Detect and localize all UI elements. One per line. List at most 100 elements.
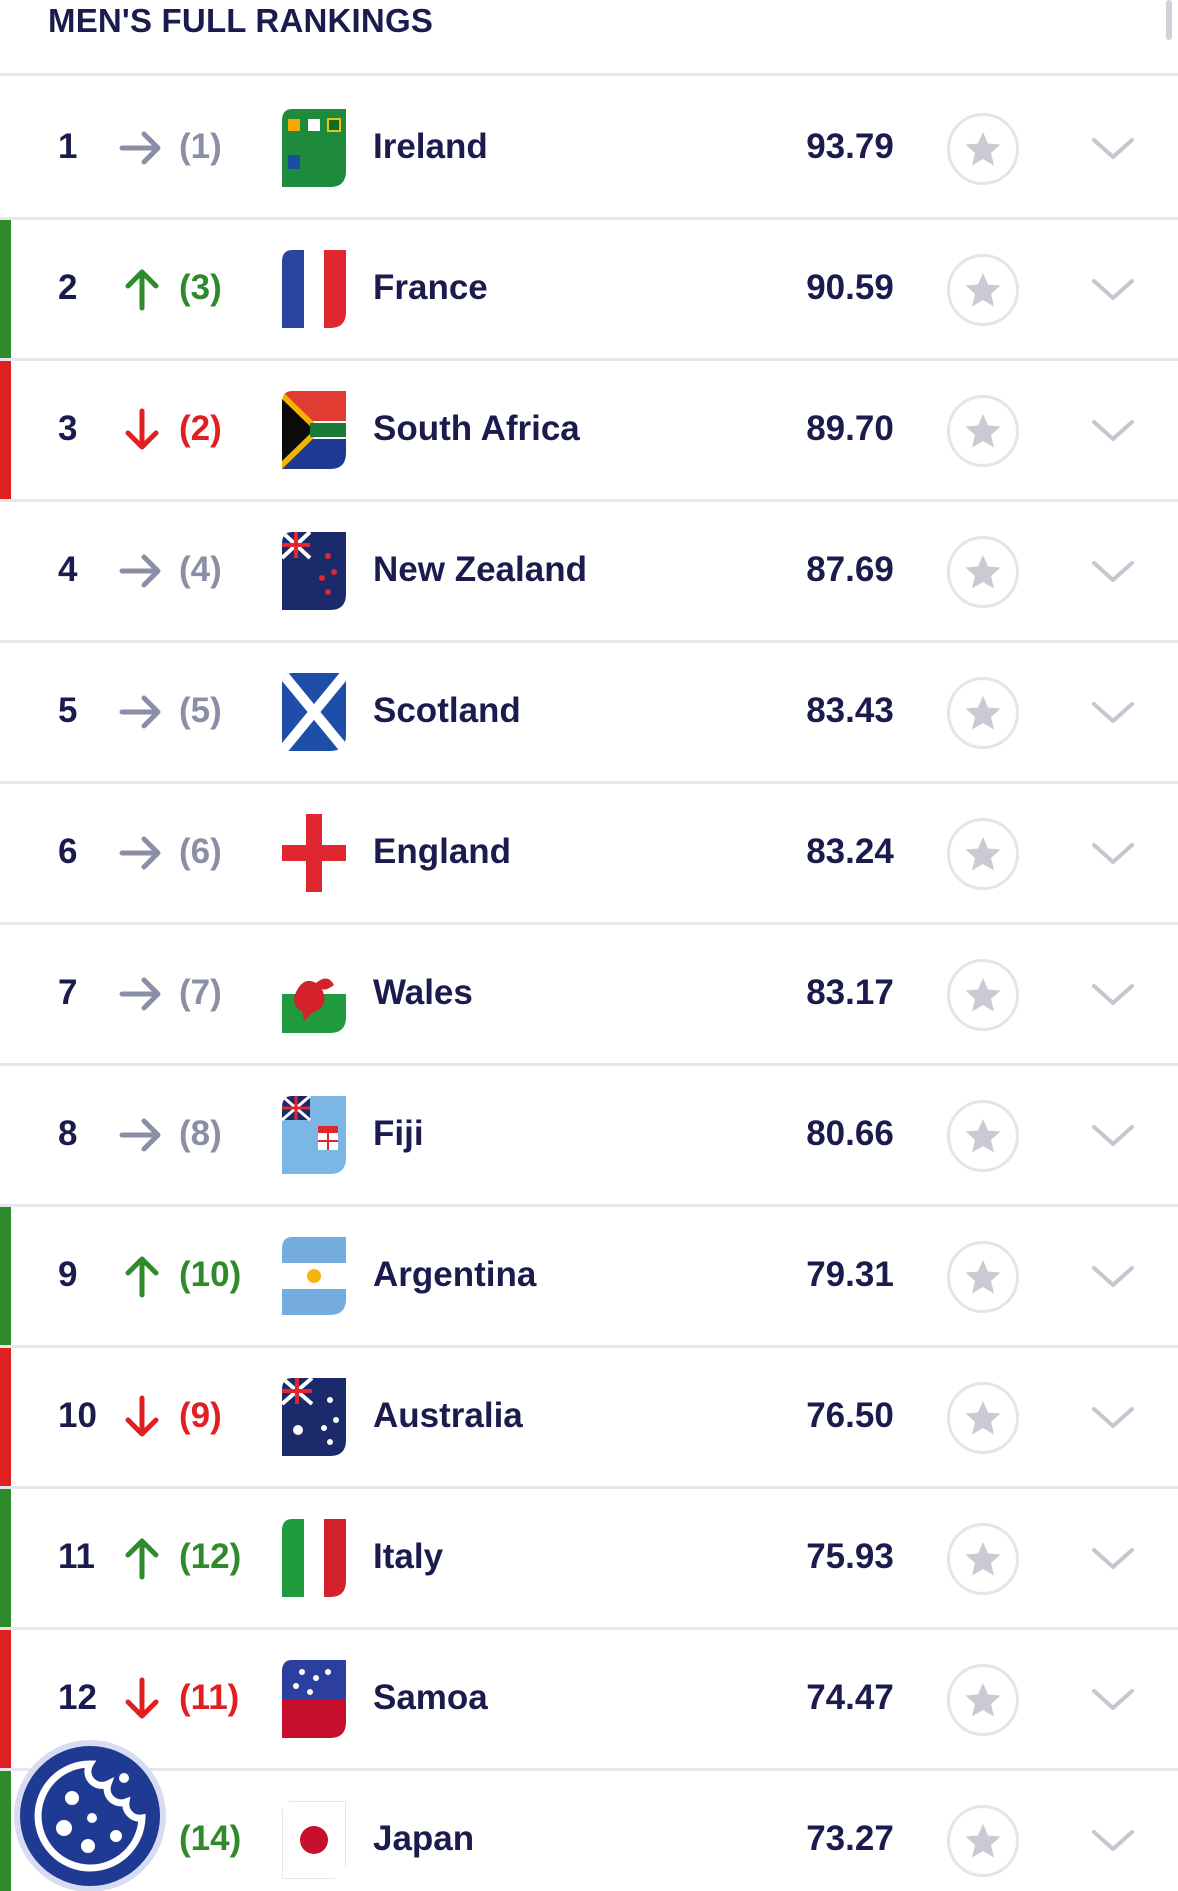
cookie-settings-button[interactable]	[14, 1740, 166, 1891]
chevron-down-icon[interactable]	[1090, 1263, 1136, 1291]
chevron-down-icon[interactable]	[1090, 558, 1136, 586]
favourite-button[interactable]	[947, 113, 1019, 185]
rank-position: 12	[58, 1678, 97, 1717]
rating-points: 87.69	[806, 550, 894, 589]
ranking-row[interactable]: 8 (8) Fiji 80.66	[0, 1066, 1178, 1207]
favourite-button[interactable]	[947, 1100, 1019, 1172]
favourite-button[interactable]	[947, 818, 1019, 890]
chevron-down-icon[interactable]	[1090, 417, 1136, 445]
ranking-row[interactable]: 12 (11) Samoa 74.47	[0, 1630, 1178, 1771]
ranking-row[interactable]: (14) Japan 73.27	[0, 1771, 1178, 1891]
rating-points: 83.17	[806, 973, 894, 1012]
movement-marker	[0, 1207, 11, 1345]
rating-points: 80.66	[806, 1114, 894, 1153]
rating-points: 89.70	[806, 409, 894, 448]
movement-marker	[0, 784, 11, 922]
rank-position: 10	[58, 1396, 97, 1435]
team-name[interactable]: France	[373, 268, 488, 307]
movement-marker	[0, 643, 11, 781]
page-header: MEN'S FULL RANKINGS	[0, 0, 1178, 76]
rank-position: 3	[58, 409, 78, 448]
chevron-down-icon[interactable]	[1090, 1404, 1136, 1432]
favourite-button[interactable]	[947, 1664, 1019, 1736]
star-icon	[965, 1119, 1001, 1153]
ranking-row[interactable]: 11 (12) Italy 75.93	[0, 1489, 1178, 1630]
rank-position: 5	[58, 691, 78, 730]
previous-rank: (5)	[179, 691, 222, 730]
arrow-down-icon	[125, 408, 159, 450]
team-name[interactable]: Australia	[373, 1396, 523, 1435]
arrow-down-icon	[125, 1677, 159, 1719]
team-name[interactable]: South Africa	[373, 409, 580, 448]
rank-position: 1	[58, 127, 78, 166]
movement-marker	[0, 220, 11, 358]
arrow-right-icon	[119, 131, 161, 165]
arrow-right-icon	[119, 695, 161, 729]
japan-flag-icon	[282, 1801, 346, 1879]
rank-position: 6	[58, 832, 78, 871]
favourite-button[interactable]	[947, 1805, 1019, 1877]
previous-rank: (7)	[179, 973, 222, 1012]
chevron-down-icon[interactable]	[1090, 1545, 1136, 1573]
team-name[interactable]: Italy	[373, 1537, 444, 1576]
ranking-row[interactable]: 3 (2) South Africa 89.70	[0, 361, 1178, 502]
favourite-button[interactable]	[947, 677, 1019, 749]
chevron-down-icon[interactable]	[1090, 1827, 1136, 1855]
favourite-button[interactable]	[947, 1523, 1019, 1595]
previous-rank: (11)	[179, 1678, 240, 1717]
favourite-button[interactable]	[947, 536, 1019, 608]
rank-position: 4	[58, 550, 78, 589]
previous-rank: (4)	[179, 550, 222, 589]
team-name[interactable]: Japan	[373, 1819, 475, 1858]
favourite-button[interactable]	[947, 1382, 1019, 1454]
ranking-row[interactable]: 6 (6) England 83.24	[0, 784, 1178, 925]
ranking-row[interactable]: 4 (4) New Zealand 87.69	[0, 502, 1178, 643]
australia-flag-icon	[282, 1378, 346, 1456]
chevron-down-icon[interactable]	[1090, 840, 1136, 868]
ireland-flag-icon	[282, 109, 346, 187]
rankings-table: 1 (1) Ireland 93.79 2 (3) France 90.59 3 (2) South…	[0, 79, 1178, 1891]
rating-points: 83.43	[806, 691, 894, 730]
team-name[interactable]: Argentina	[373, 1255, 537, 1294]
team-name[interactable]: England	[373, 832, 512, 871]
ranking-row[interactable]: 2 (3) France 90.59	[0, 220, 1178, 361]
star-icon	[965, 414, 1001, 448]
arrow-right-icon	[119, 554, 161, 588]
arrow-right-icon	[119, 977, 161, 1011]
team-name[interactable]: Wales	[373, 973, 473, 1012]
ranking-row[interactable]: 5 (5) Scotland 83.43	[0, 643, 1178, 784]
scrollbar[interactable]	[1166, 0, 1172, 40]
ranking-row[interactable]: 10 (9) Australia 76.50	[0, 1348, 1178, 1489]
team-name[interactable]: Scotland	[373, 691, 521, 730]
chevron-down-icon[interactable]	[1090, 276, 1136, 304]
chevron-down-icon[interactable]	[1090, 1122, 1136, 1150]
favourite-button[interactable]	[947, 395, 1019, 467]
ranking-row[interactable]: 1 (1) Ireland 93.79	[0, 79, 1178, 220]
ranking-row[interactable]: 7 (7) Wales 83.17	[0, 925, 1178, 1066]
favourite-button[interactable]	[947, 254, 1019, 326]
team-name[interactable]: Fiji	[373, 1114, 424, 1153]
chevron-down-icon[interactable]	[1090, 981, 1136, 1009]
arrow-down-icon	[125, 1395, 159, 1437]
team-name[interactable]: New Zealand	[373, 550, 587, 589]
chevron-down-icon[interactable]	[1090, 1686, 1136, 1714]
rating-points: 75.93	[806, 1537, 894, 1576]
chevron-down-icon[interactable]	[1090, 135, 1136, 163]
rating-points: 93.79	[806, 127, 894, 166]
favourite-button[interactable]	[947, 1241, 1019, 1313]
rank-position: 2	[58, 268, 78, 307]
movement-marker	[0, 361, 11, 499]
page-title: MEN'S FULL RANKINGS	[48, 2, 434, 39]
previous-rank: (2)	[179, 409, 222, 448]
team-name[interactable]: Ireland	[373, 127, 488, 166]
team-name[interactable]: Samoa	[373, 1678, 488, 1717]
star-icon	[965, 1824, 1001, 1858]
star-icon	[965, 1401, 1001, 1435]
chevron-down-icon[interactable]	[1090, 699, 1136, 727]
ranking-row[interactable]: 9 (10) Argentina 79.31	[0, 1207, 1178, 1348]
arrow-up-icon	[125, 1538, 159, 1580]
rating-points: 90.59	[806, 268, 894, 307]
italy-flag-icon	[282, 1519, 346, 1597]
favourite-button[interactable]	[947, 959, 1019, 1031]
rating-points: 74.47	[806, 1678, 894, 1717]
